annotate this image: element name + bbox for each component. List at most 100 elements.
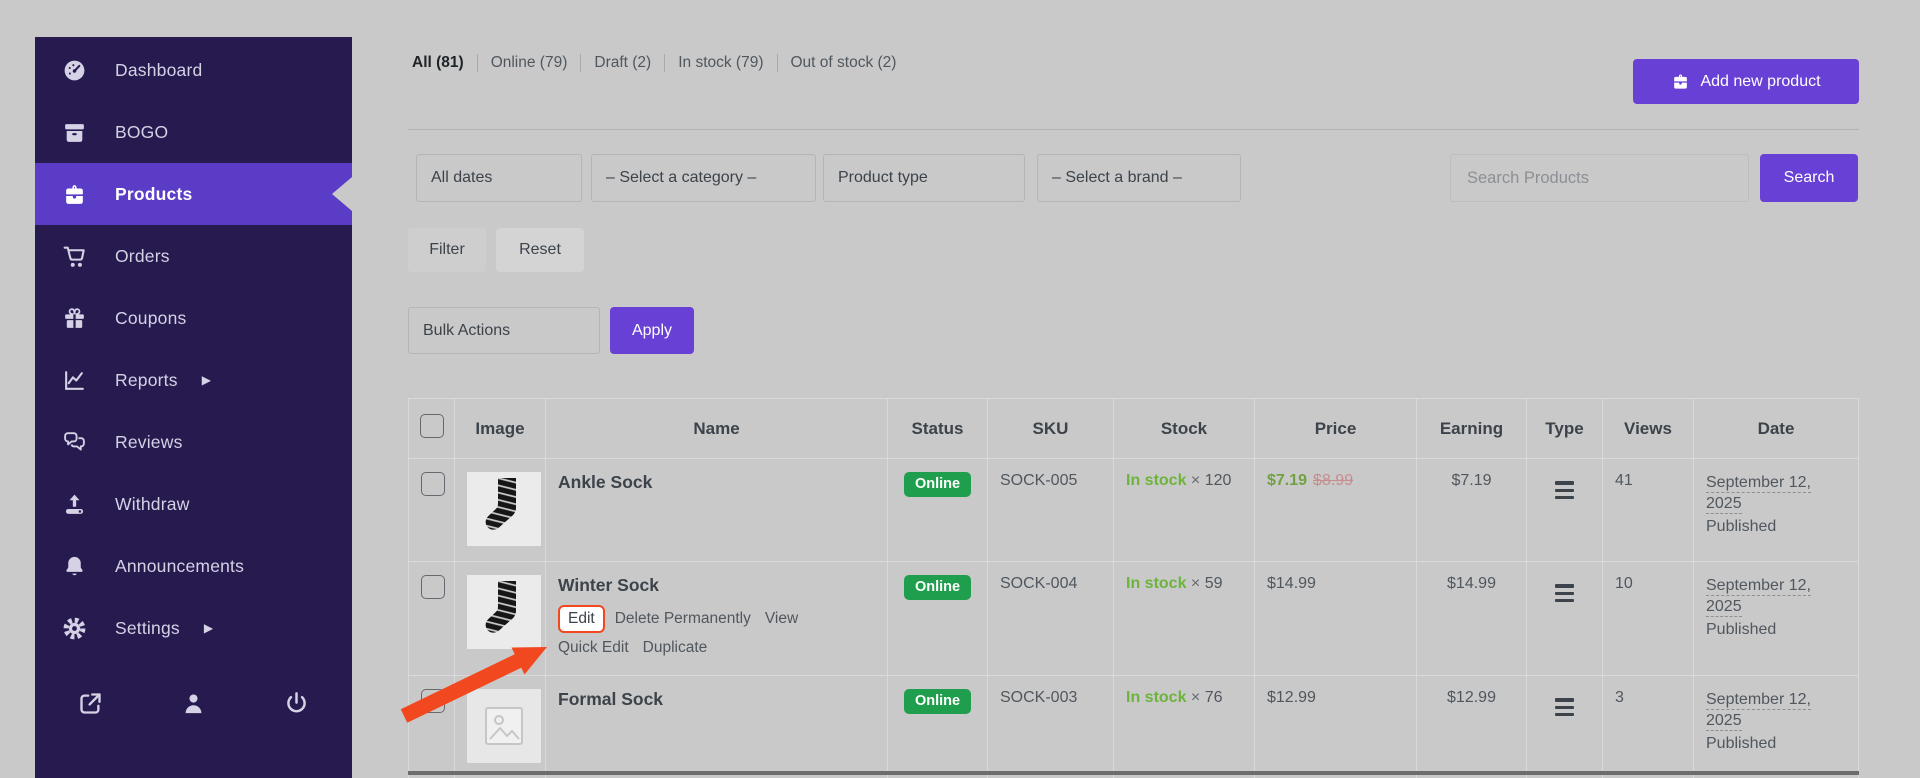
stock-times: ×: [1190, 472, 1201, 489]
tab-draft[interactable]: Draft (2): [581, 54, 666, 72]
stock-status: In stock: [1126, 689, 1187, 706]
date-cell: September 12, 2025 Published: [1693, 675, 1859, 778]
sidebar-item-orders[interactable]: Orders: [35, 225, 352, 287]
chart-line-icon: [62, 368, 87, 393]
sidebar-item-label: Orders: [115, 245, 170, 266]
brand-filter-value: – Select a brand –: [1052, 169, 1182, 186]
sidebar-item-settings[interactable]: Settings ▶: [35, 597, 352, 659]
product-image-placeholder[interactable]: [467, 689, 541, 763]
filter-button[interactable]: Filter: [408, 228, 486, 272]
table-row-ankle-sock: Ankle Sock Online SOCK-005 In stock × 12…: [408, 458, 1859, 562]
stock-status: In stock: [1126, 472, 1187, 489]
date-value: September 12, 2025: [1706, 474, 1811, 514]
dashboard-gauge-icon: [62, 58, 87, 83]
stock-cell: In stock × 76: [1113, 675, 1255, 778]
view-link[interactable]: View: [764, 610, 799, 627]
bell-icon: [62, 554, 87, 579]
products-table: Image Name Status SKU Stock Price Earnin…: [408, 398, 1859, 778]
quick-edit-link[interactable]: Quick Edit: [558, 639, 629, 656]
search-products-input[interactable]: [1450, 154, 1749, 202]
power-icon[interactable]: [283, 690, 310, 717]
column-header-image: Image: [454, 398, 546, 459]
earning-value: $12.99: [1416, 675, 1527, 778]
column-header-sku: SKU: [987, 398, 1114, 459]
brand-filter-select[interactable]: – Select a brand –: [1037, 154, 1241, 202]
earning-value: $14.99: [1416, 561, 1527, 676]
delete-permanently-link[interactable]: Delete Permanently: [614, 610, 751, 627]
user-icon[interactable]: [180, 690, 207, 717]
next-row-edge: [408, 771, 1859, 775]
product-type-filter-select[interactable]: Product type: [823, 154, 1025, 202]
stock-quantity: 120: [1204, 472, 1232, 489]
column-header-earning: Earning: [1416, 398, 1527, 459]
sidebar-item-reports[interactable]: Reports ▶: [35, 349, 352, 411]
column-header-status: Status: [887, 398, 988, 459]
sidebar-item-coupons[interactable]: Coupons: [35, 287, 352, 349]
row-actions: Edit Delete Permanently View Quick Edit Dup…: [558, 604, 875, 662]
product-type-icon[interactable]: [1555, 584, 1574, 603]
sidebar-item-bogo[interactable]: BOGO: [35, 101, 352, 163]
bulk-actions-value: Bulk Actions: [423, 321, 511, 339]
bulk-actions-select[interactable]: Bulk Actions: [408, 307, 600, 354]
product-type-icon[interactable]: [1555, 481, 1574, 500]
sku-value: SOCK-004: [987, 561, 1114, 676]
upload-icon: [62, 492, 87, 517]
row-checkbox[interactable]: [421, 472, 445, 496]
sku-value: SOCK-003: [987, 675, 1114, 778]
views-value: 10: [1602, 561, 1694, 676]
stock-cell: In stock × 120: [1113, 458, 1255, 562]
date-cell: September 12, 2025 Published: [1693, 561, 1859, 676]
box-icon: [62, 120, 87, 145]
sidebar-item-products[interactable]: Products: [35, 163, 352, 225]
gift-icon: [62, 306, 87, 331]
product-name-link[interactable]: Formal Sock: [558, 689, 664, 709]
submenu-arrow-icon: ▶: [201, 373, 211, 387]
sidebar-footer: [35, 690, 352, 717]
duplicate-link[interactable]: Duplicate: [642, 639, 708, 656]
product-image[interactable]: [467, 472, 541, 546]
table-row-formal-sock: Formal Sock Online SOCK-003 In stock × 7…: [408, 675, 1859, 778]
sidebar-item-announcements[interactable]: Announcements: [35, 535, 352, 597]
briefcase-icon: [62, 182, 87, 207]
table-row-winter-sock: Winter Sock Edit Delete Permanently View Q…: [408, 561, 1859, 676]
select-all-checkbox[interactable]: [419, 414, 444, 438]
category-filter-select[interactable]: – Select a category –: [591, 154, 816, 202]
date-value: September 12, 2025: [1706, 577, 1811, 617]
sidebar-item-reviews[interactable]: Reviews: [35, 411, 352, 473]
date-filter-value: All dates: [431, 169, 493, 186]
row-checkbox[interactable]: [421, 689, 445, 713]
apply-button[interactable]: Apply: [610, 307, 694, 354]
external-link-icon[interactable]: [77, 690, 104, 717]
sidebar-item-label: Products: [115, 183, 193, 204]
column-header-stock: Stock: [1113, 398, 1255, 459]
tab-in-stock[interactable]: In stock (79): [665, 54, 778, 72]
sidebar-item-withdraw[interactable]: Withdraw: [35, 473, 352, 535]
tab-all[interactable]: All (81): [412, 54, 478, 72]
views-value: 41: [1602, 458, 1694, 562]
product-type-filter-value: Product type: [838, 169, 928, 186]
stock-times: ×: [1190, 689, 1201, 706]
date-filter-select[interactable]: All dates: [416, 154, 582, 202]
tab-online[interactable]: Online (79): [478, 54, 582, 72]
column-header-price: Price: [1254, 398, 1417, 459]
chat-bubbles-icon: [62, 430, 87, 455]
row-checkbox[interactable]: [421, 575, 445, 599]
reset-button[interactable]: Reset: [496, 228, 584, 272]
publish-status: Published: [1706, 735, 1777, 752]
product-name-link[interactable]: Ankle Sock: [558, 472, 653, 492]
status-badge: Online: [903, 472, 972, 497]
product-type-icon[interactable]: [1555, 698, 1574, 717]
price-cell: $12.99: [1254, 675, 1417, 778]
sidebar-item-label: Settings: [115, 617, 180, 638]
column-header-views: Views: [1602, 398, 1694, 459]
add-new-product-button[interactable]: Add new product: [1633, 59, 1859, 104]
product-name-link[interactable]: Winter Sock: [558, 575, 659, 595]
search-button[interactable]: Search: [1760, 154, 1858, 202]
sidebar-item-dashboard[interactable]: Dashboard: [35, 39, 352, 101]
sidebar-item-label: BOGO: [115, 121, 169, 142]
status-badge: Online: [903, 575, 972, 600]
tabs-divider: [408, 129, 1859, 130]
product-image[interactable]: [467, 575, 541, 649]
tab-out-of-stock[interactable]: Out of stock (2): [790, 54, 897, 71]
edit-link-highlighted[interactable]: Edit: [558, 605, 605, 633]
